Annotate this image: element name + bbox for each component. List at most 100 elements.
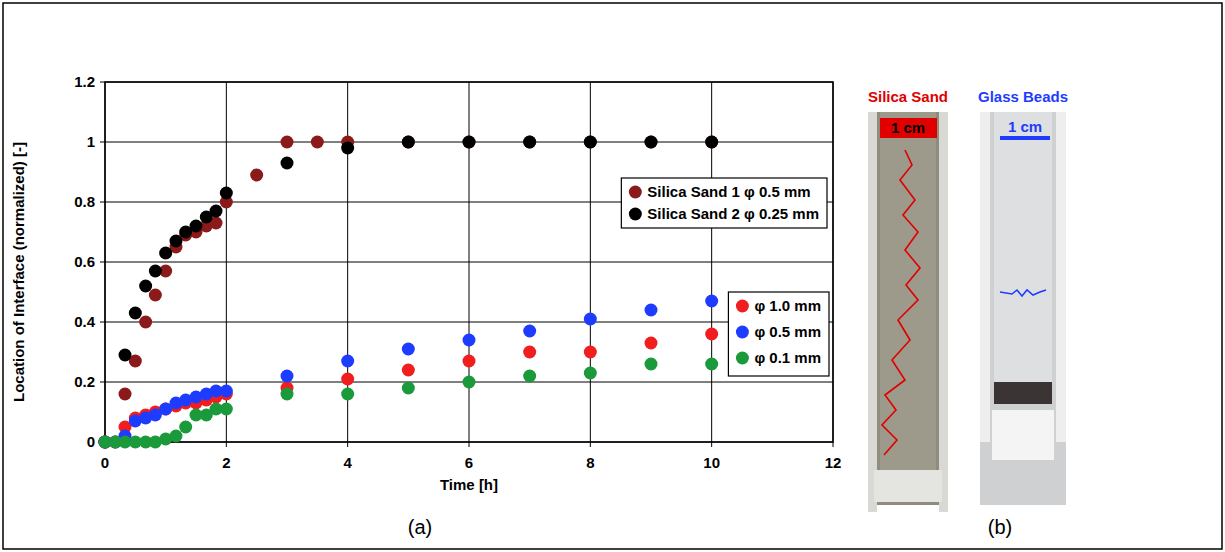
scale-label: 1 cm — [891, 119, 925, 136]
legend-marker — [629, 208, 642, 221]
legend: Silica Sand 1 φ 0.5 mmSilica Sand 2 φ 0.… — [621, 178, 827, 228]
y-tick-label: 0 — [87, 433, 95, 450]
y-axis-title: Location of Interface (normalized) [-] — [10, 142, 27, 402]
legend-frame — [621, 178, 827, 228]
scale-label: 1 cm — [1008, 118, 1042, 135]
point — [149, 265, 162, 278]
point — [281, 157, 294, 170]
x-axis-title: Time [h] — [440, 476, 498, 493]
point — [281, 136, 294, 149]
point — [139, 280, 152, 293]
x-tick-label: 4 — [343, 454, 352, 471]
grid-line — [105, 322, 833, 323]
point — [119, 388, 132, 401]
legend-marker — [736, 300, 749, 313]
photo-column — [994, 112, 1052, 382]
legend-label: φ 1.0 mm — [754, 297, 821, 314]
plot-frame — [105, 82, 833, 442]
point — [341, 355, 354, 368]
point — [149, 289, 162, 302]
panel-label: (b) — [988, 516, 1012, 538]
point — [705, 295, 718, 308]
point — [402, 364, 415, 377]
point — [169, 235, 182, 248]
photo-column — [880, 112, 936, 470]
point — [705, 136, 718, 149]
point — [584, 313, 597, 326]
point — [523, 346, 536, 359]
point — [139, 316, 152, 329]
point — [402, 136, 415, 149]
point — [402, 382, 415, 395]
figure: 02468101200.20.40.60.811.2Time [h]Locati… — [0, 0, 1225, 552]
legend-marker — [736, 326, 749, 339]
point — [523, 136, 536, 149]
point — [311, 136, 324, 149]
x-tick-label: 10 — [703, 454, 720, 471]
legend-label: φ 0.1 mm — [754, 349, 821, 366]
point — [402, 343, 415, 356]
y-tick-label: 1 — [87, 133, 95, 150]
point — [250, 169, 263, 182]
point — [463, 136, 476, 149]
plot-area — [105, 82, 833, 442]
point — [402, 136, 415, 149]
legend-marker — [736, 352, 749, 365]
figure-frame — [3, 3, 1222, 549]
y-tick-label: 0.4 — [74, 313, 96, 330]
legend-label: Silica Sand 1 φ 0.5 mm — [647, 183, 810, 200]
point — [584, 367, 597, 380]
legend-label: φ 0.5 mm — [754, 323, 821, 340]
point — [645, 358, 658, 371]
photo-base — [992, 410, 1054, 460]
x-tick-label: 0 — [101, 454, 109, 471]
point — [463, 334, 476, 347]
y-tick-label: 0.8 — [74, 193, 95, 210]
point — [341, 373, 354, 386]
x-tick-label: 12 — [825, 454, 842, 471]
point — [220, 385, 233, 398]
point — [220, 403, 233, 416]
point — [645, 304, 658, 317]
photo-holder — [980, 112, 990, 442]
point — [584, 346, 597, 359]
point — [281, 388, 294, 401]
y-tick-label: 1.2 — [74, 73, 95, 90]
photo-base — [874, 470, 942, 502]
point — [190, 220, 203, 233]
point — [523, 136, 536, 149]
point — [281, 370, 294, 383]
legend-marker — [629, 186, 642, 199]
point — [584, 136, 597, 149]
point — [705, 328, 718, 341]
point — [645, 136, 658, 149]
point — [129, 307, 142, 320]
photo-holder — [939, 112, 948, 512]
point — [463, 355, 476, 368]
point — [705, 358, 718, 371]
x-tick-label: 6 — [465, 454, 473, 471]
x-tick-label: 8 — [586, 454, 594, 471]
point — [705, 136, 718, 149]
legend: φ 1.0 mm φ 0.5 mm φ 0.1 mm — [728, 292, 829, 376]
point — [463, 136, 476, 149]
point — [220, 187, 233, 200]
x-tick-label: 2 — [222, 454, 230, 471]
point — [584, 136, 597, 149]
scale-bar — [880, 118, 937, 138]
photo-holder — [1056, 112, 1066, 442]
point — [341, 142, 354, 155]
legend-frame — [728, 292, 829, 376]
photo-title: Glass Beads — [978, 88, 1068, 105]
point — [463, 376, 476, 389]
point — [179, 421, 192, 434]
y-tick-label: 0.6 — [74, 253, 95, 270]
photo-holder — [868, 112, 877, 512]
point — [523, 370, 536, 383]
point — [159, 247, 172, 260]
photo-dark-zone — [994, 382, 1052, 404]
point — [119, 349, 132, 362]
point — [645, 337, 658, 350]
point — [210, 205, 223, 218]
photo-title: Silica Sand — [868, 88, 948, 105]
